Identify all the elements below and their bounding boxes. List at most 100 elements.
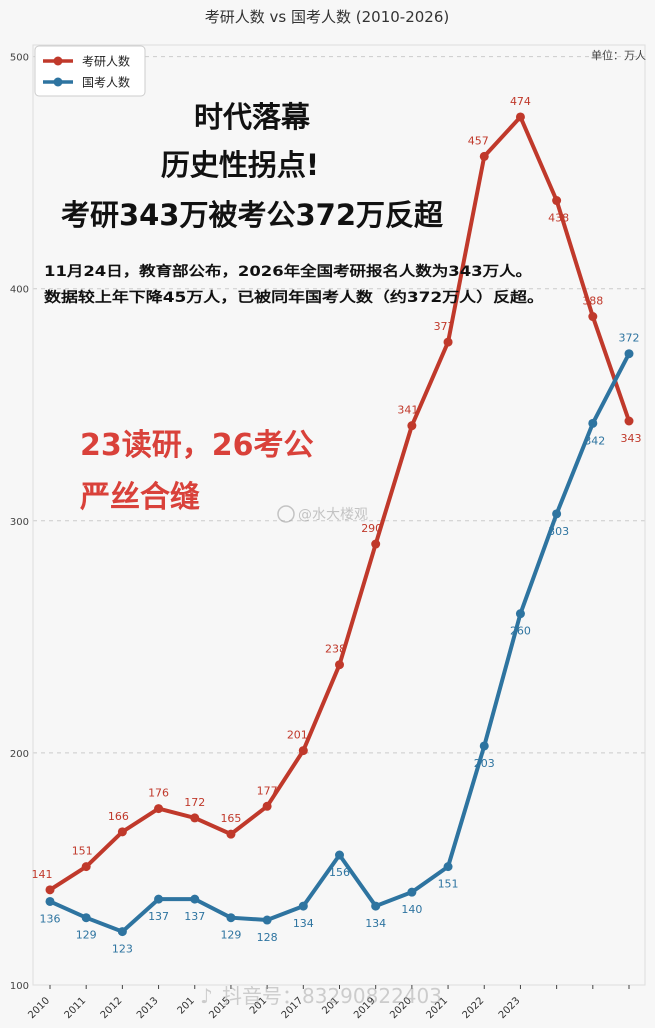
data-point: [515, 609, 525, 619]
headline-1: 时代落幕: [194, 100, 311, 134]
data-label: 260: [510, 625, 531, 638]
data-point: [45, 885, 55, 895]
callout-1: 23读研，26考公: [80, 428, 314, 463]
data-point: [588, 418, 598, 428]
data-point: [515, 112, 525, 122]
data-label: 177: [257, 784, 278, 797]
douyin-watermark-text: 抖音号：83290822403: [222, 984, 442, 1008]
data-label: 137: [184, 910, 205, 923]
weibo-watermark-text: @水大楼观: [298, 507, 368, 523]
x-tick-label: 201: [176, 995, 197, 1016]
data-label: 438: [548, 212, 569, 225]
data-point: [226, 913, 236, 923]
y-tick-label: 400: [10, 285, 29, 296]
watermark-weibo: @水大楼观: [277, 505, 368, 523]
data-label: 129: [76, 929, 97, 942]
data-point: [226, 829, 236, 839]
y-tick-label: 200: [10, 749, 29, 760]
data-label: 290: [361, 522, 382, 535]
data-point: [624, 349, 634, 359]
data-label: 156: [329, 866, 350, 879]
data-label: 176: [148, 787, 169, 800]
x-tick-label: 2010: [26, 995, 52, 1021]
data-point: [335, 850, 344, 860]
x-tick-label: 2011: [63, 995, 89, 1021]
data-point: [552, 196, 562, 206]
data-label: 151: [72, 845, 93, 858]
legend-item-guokao: 国考人数: [43, 75, 130, 90]
y-tick-label: 100: [10, 981, 29, 992]
data-point: [479, 151, 489, 161]
data-point: [190, 813, 200, 823]
data-label: 377: [434, 320, 455, 333]
data-point: [45, 896, 55, 906]
data-label: 474: [510, 95, 531, 108]
weibo-icon: [277, 505, 295, 523]
body-text-1: 11月24日，教育部公布，2026年全国考研报名人数为343万人。: [44, 263, 532, 280]
data-label: 203: [474, 757, 495, 770]
data-label: 343: [621, 432, 642, 445]
data-point: [479, 741, 489, 751]
data-point: [335, 660, 344, 670]
data-label: 342: [584, 434, 605, 447]
y-tick-label: 300: [10, 517, 29, 528]
data-label: 129: [220, 929, 241, 942]
data-point: [81, 862, 91, 872]
data-label: 128: [257, 931, 278, 944]
data-point: [443, 862, 453, 872]
legend-label: 国考人数: [82, 75, 130, 90]
data-label: 151: [438, 878, 459, 891]
data-point: [262, 801, 272, 811]
data-point: [117, 827, 127, 837]
data-point: [117, 927, 127, 937]
data-point: [552, 509, 562, 519]
x-tick-label: 2023: [497, 995, 523, 1021]
data-point: [262, 915, 272, 925]
data-label: 388: [582, 295, 603, 308]
data-label: 201: [287, 729, 308, 742]
data-point: [407, 887, 417, 897]
data-label: 134: [365, 917, 386, 930]
data-label: 136: [40, 912, 61, 925]
x-tick-label: 2012: [99, 995, 125, 1021]
x-tick-label: 2022: [461, 995, 487, 1021]
data-label: 238: [325, 643, 346, 656]
grid-layer: [33, 56, 645, 754]
data-point: [190, 894, 200, 904]
data-label: 341: [397, 404, 418, 417]
data-label: 141: [32, 868, 53, 881]
data-point: [371, 901, 381, 911]
data-label: 457: [468, 134, 489, 147]
data-label: 166: [108, 810, 129, 823]
data-label: 134: [293, 917, 314, 930]
headline-block: 时代落幕 历史性拐点! 考研343万被考公372万反超 11月24日，教育部公布…: [44, 100, 544, 306]
headline-3: 考研343万被考公372万反超: [61, 198, 444, 232]
data-point: [154, 804, 164, 814]
data-point: [298, 746, 308, 756]
legend-swatch-marker: [53, 77, 63, 87]
chart-title: 考研人数 vs 国考人数 (2010-2026): [205, 8, 449, 26]
callout-block: 23读研，26考公 严丝合缝: [80, 428, 314, 515]
data-label: 165: [220, 812, 241, 825]
data-point: [407, 421, 417, 431]
data-label: 123: [112, 943, 133, 956]
data-point: [154, 894, 164, 904]
data-label: 372: [619, 332, 640, 345]
data-point: [624, 416, 634, 426]
data-label: 137: [148, 910, 169, 923]
data-label: 172: [184, 796, 205, 809]
data-point: [371, 539, 381, 549]
douyin-icon: ♪: [200, 984, 213, 1008]
body-text-2: 数据较上年下降45万人，已被同年国考人数（约372万人）反超。: [44, 289, 544, 306]
data-point: [443, 337, 453, 347]
data-label: 140: [401, 903, 422, 916]
watermark-douyin: ♪ 抖音号：83290822403: [200, 984, 442, 1008]
x-tick-label: 2013: [135, 995, 161, 1021]
legend-label: 考研人数: [82, 54, 130, 69]
callout-2: 严丝合缝: [80, 480, 200, 515]
data-point: [298, 901, 308, 911]
data-point: [588, 312, 598, 322]
legend-swatch-marker: [53, 56, 63, 66]
